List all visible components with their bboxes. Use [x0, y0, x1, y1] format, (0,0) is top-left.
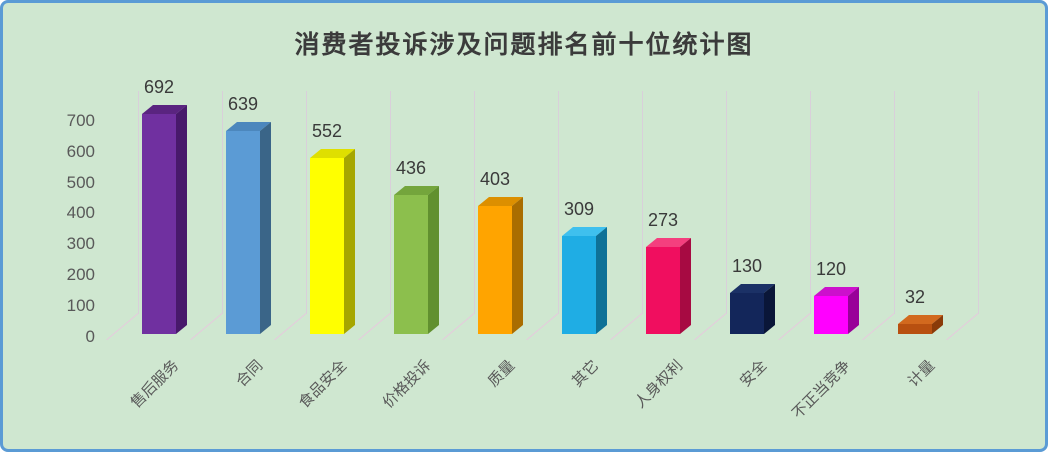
floor-depth-line [610, 313, 643, 341]
bar-side-yellow [344, 149, 355, 334]
bar-top-sky-blue [562, 227, 607, 236]
bar-top-steel-blue [226, 122, 271, 131]
x-axis-category-label: 安全 [736, 357, 771, 391]
y-axis-tick-label: 500 [66, 172, 95, 192]
bar-side-green [428, 186, 439, 334]
category-gridline [558, 91, 559, 314]
category-gridline [306, 91, 307, 314]
floor-depth-line [778, 313, 811, 341]
bar-side-magenta [848, 287, 859, 334]
floor-depth-line [274, 313, 307, 341]
bar-front-sky-blue [562, 236, 596, 334]
bar-top-crimson [646, 238, 691, 247]
bar-front-navy [730, 293, 764, 334]
bar-front-steel-blue [226, 131, 260, 334]
x-axis-category-label: 合同 [232, 357, 267, 391]
y-axis-tick-label: 700 [66, 110, 95, 130]
category-gridline [894, 91, 895, 314]
chart-title: 消费者投诉涉及问题排名前十位统计图 [294, 32, 754, 59]
category-gridline [474, 91, 475, 314]
x-axis-category-label: 人身权利 [631, 357, 687, 412]
bar-side-brown [932, 315, 943, 334]
x-axis-category-label: 售后服务 [127, 357, 183, 412]
floor-depth-line [526, 313, 559, 341]
y-axis-tick-label: 600 [66, 141, 95, 161]
floor-depth-line [358, 313, 391, 341]
y-axis-tick-label: 200 [66, 265, 95, 285]
y-axis-tick-label: 0 [85, 327, 95, 346]
bar-side-purple [176, 105, 187, 334]
bar-front-purple [142, 114, 176, 334]
bar-top-brown [898, 315, 943, 324]
bar-top-green [394, 186, 439, 195]
bar-front-yellow [310, 158, 344, 334]
y-axis-tick-label: 100 [66, 296, 95, 316]
bar-front-green [394, 195, 428, 334]
category-gridline [978, 91, 979, 314]
category-gridline [642, 91, 643, 314]
bar-top-magenta [814, 287, 859, 296]
bar-front-magenta [814, 296, 848, 334]
bar-top-purple [142, 105, 187, 114]
category-gridline [726, 91, 727, 314]
bar-top-navy [730, 284, 775, 293]
bar-side-sky-blue [596, 227, 607, 334]
floor-depth-line [946, 313, 979, 341]
bar-front-crimson [646, 247, 680, 334]
floor-depth-line [862, 313, 895, 341]
bar-value-label: 403 [479, 169, 511, 189]
bar-value-label: 552 [311, 121, 343, 141]
bar-side-orange [512, 197, 523, 334]
bar-value-label: 120 [815, 259, 847, 279]
bar-front-brown [898, 324, 932, 334]
category-gridline [390, 91, 391, 314]
bar-side-navy [764, 284, 775, 334]
x-axis-category-label: 计量 [904, 357, 939, 391]
x-axis-category-label: 质量 [484, 357, 519, 391]
floor-depth-line [190, 313, 223, 341]
bar-value-label: 32 [904, 287, 926, 307]
bar-value-label: 130 [731, 256, 763, 276]
category-gridline [222, 91, 223, 314]
x-axis-category-label: 不正当竞争 [789, 357, 855, 423]
x-axis-category-label: 其它 [568, 357, 603, 391]
floor-depth-line [694, 313, 727, 341]
category-gridline [810, 91, 811, 314]
bar-front-orange [478, 206, 512, 334]
floor-depth-line [442, 313, 475, 341]
bar-side-steel-blue [260, 122, 271, 334]
bar-side-crimson [680, 238, 691, 334]
bar-value-label: 639 [227, 94, 259, 114]
category-gridline [138, 91, 139, 314]
bar-top-orange [478, 197, 523, 206]
y-axis-tick-label: 400 [66, 203, 95, 223]
bar-value-label: 309 [563, 199, 595, 219]
plot-area: 0 100 200 300 400 500 600 700 692 售后服务 639 合同 552 食品安… [3, 3, 1045, 449]
bar-value-label: 273 [647, 210, 679, 230]
floor-depth-line [106, 313, 139, 341]
bar-top-yellow [310, 149, 355, 158]
bar-value-label: 692 [143, 77, 175, 97]
bar-value-label: 436 [395, 158, 427, 178]
y-axis-tick-label: 300 [66, 234, 95, 254]
x-axis-category-label: 价格投诉 [379, 357, 435, 412]
x-axis-category-label: 食品安全 [295, 357, 351, 412]
